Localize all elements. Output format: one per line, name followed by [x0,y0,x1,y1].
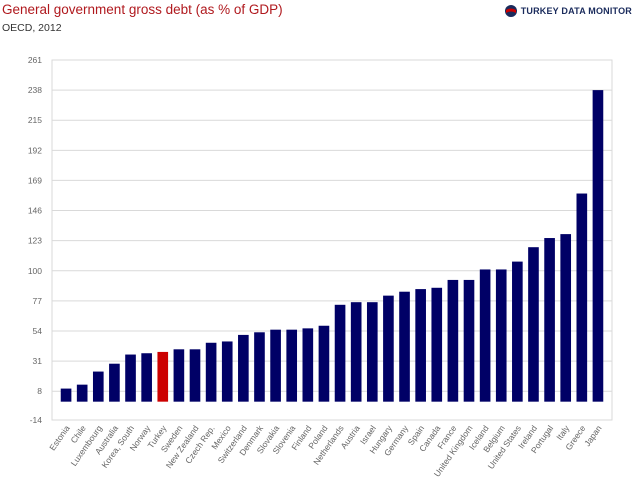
bar-united-states [512,261,523,402]
y-tick-label: 123 [28,236,42,246]
bar-united-kingdom [463,279,475,402]
bar-netherlands [334,304,346,402]
bar-denmark [254,332,265,402]
bar-italy [560,234,572,402]
x-tick-label: Estonia [47,423,72,452]
globe-icon [504,5,517,17]
bar-switzerland [238,334,249,402]
bar-belgium [495,269,507,402]
bar-australia [109,363,120,402]
y-tick-label: 146 [28,206,42,216]
bar-slovenia [286,329,298,402]
y-tick-label: 192 [28,145,42,155]
chart-subtitle: OECD, 2012 [2,22,62,34]
chart-title: General government gross debt (as % of G… [2,2,283,17]
y-tick-label: 54 [33,326,43,336]
y-tick-label: 100 [28,266,42,276]
bar-slovakia [270,329,281,402]
y-tick-label: 215 [28,115,42,125]
bar-finland [302,328,314,402]
x-tick-label: Japan [582,423,604,448]
bar-germany [399,291,410,402]
bar-portugal [544,238,555,402]
bar-luxembourg [92,371,104,402]
y-tick-label: 31 [33,356,43,366]
bar-greece [576,193,588,402]
bar-new-zealand [189,349,201,402]
bar-mexico [221,341,233,402]
plot-frame [51,59,613,421]
y-tick-label: 238 [28,85,42,95]
bar-france [447,279,459,402]
y-tick-label: 169 [28,175,42,185]
brand-logo: TURKEY DATA MONITOR [504,4,632,18]
bar-czech-rep [205,342,217,402]
bar-ireland [528,247,539,402]
bar-norway [141,353,152,402]
bar-israel [366,302,378,402]
bar-austria [350,302,362,402]
bar-japan [592,90,604,402]
bar-spain [415,289,426,402]
y-tick-label: 8 [37,386,42,396]
bar-poland [318,325,330,402]
y-tick-label: 77 [33,296,43,306]
bar-hungary [383,295,394,402]
bar-iceland [479,269,491,402]
bar-turkey [157,351,169,402]
bar-korea-south [125,354,136,402]
brand-name: TURKEY DATA MONITOR [520,6,632,16]
y-tick-label: -14 [30,415,43,425]
y-tick-label: 261 [28,55,42,65]
bar-estonia [60,388,72,402]
bar-sweden [173,349,185,402]
bar-canada [431,287,443,402]
bar-chile [76,384,88,402]
